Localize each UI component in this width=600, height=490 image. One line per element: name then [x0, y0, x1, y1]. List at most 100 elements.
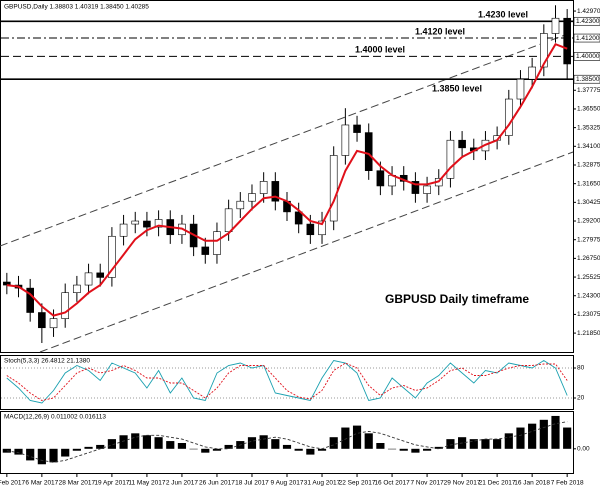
x-tick-label: 16 Jan 2018: [514, 480, 550, 487]
macd-bar: [282, 444, 292, 449]
level-label: 1.3850 level: [432, 84, 482, 94]
y-tick-label: 1.31650: [577, 180, 600, 187]
macd-bar: [504, 433, 513, 449]
candle-body: [108, 235, 116, 278]
macd-bar: [224, 444, 233, 449]
candle-body: [551, 17, 560, 34]
y-tick-label: 1.42970: [577, 8, 600, 15]
y-tick-label: 1.25525: [577, 274, 600, 281]
x-tick-label: 9 Aug 2017: [271, 480, 304, 487]
level-axis-label: 1.42300: [576, 18, 600, 25]
macd-bar: [177, 443, 187, 449]
x-tick-label: 10 Feb 2017: [0, 480, 25, 487]
macd-bar: [446, 439, 455, 449]
level-label: 1.4230 level: [478, 10, 528, 20]
stoch-line: [6, 359, 568, 404]
macd-bar: [399, 448, 408, 451]
x-tick-label: 18 Jul 2017: [235, 480, 269, 487]
macd-tick-label: 0.00: [577, 446, 590, 453]
y-tick-label: 1.23075: [577, 311, 600, 318]
macd-bar: [329, 437, 338, 449]
channel-lower: [39, 151, 574, 353]
macd-bar: [294, 448, 303, 451]
candle-body: [364, 132, 373, 172]
candle-body: [224, 208, 233, 232]
chart-title: GBPUSD,Daily 1.38803 1.40319 1.38450 1.4…: [4, 4, 149, 11]
macd-title: MACD(12,26,9) 0.011002 0.016113: [4, 414, 106, 421]
macd-bar: [119, 435, 128, 449]
level-axis-label: 1.41200: [576, 35, 600, 42]
y-tick-label: 1.30425: [577, 199, 600, 206]
x-tick-label: 29 Nov 2017: [444, 480, 481, 487]
macd-bar: [212, 448, 222, 451]
level-label: 1.4000 level: [355, 45, 405, 55]
macd-bar: [131, 433, 140, 449]
macd-bar: [49, 448, 58, 463]
y-tick-label: 1.29200: [577, 218, 600, 225]
candle-body: [446, 139, 455, 179]
x-tick-label: 19 Apr 2017: [94, 480, 129, 487]
macd-bar: [411, 448, 420, 453]
candle-body: [84, 272, 93, 286]
candle-body: [201, 246, 210, 255]
macd-bar: [72, 448, 81, 451]
candle-body: [259, 181, 268, 194]
macd-bar: [528, 423, 537, 449]
macd-bar: [37, 448, 46, 465]
level-axis-box: [573, 33, 600, 43]
y-tick-label: 1.26750: [577, 255, 600, 262]
macd-bar: [376, 443, 385, 449]
candle-body: [248, 193, 256, 202]
macd-bar: [551, 415, 560, 449]
x-tick-label: 16 Oct 2017: [374, 480, 410, 487]
candle-body: [306, 223, 315, 236]
y-tick-label: 1.24300: [577, 292, 600, 299]
macd-bar: [516, 427, 525, 449]
level-axis-box: [573, 52, 600, 61]
x-tick-label: 28 Mar 2017: [59, 480, 96, 487]
macd-bar: [563, 427, 572, 449]
y-tick-label: 1.21850: [577, 330, 600, 337]
y-tick-label: 1.27975: [577, 236, 600, 243]
macd-bar: [434, 446, 443, 449]
y-tick-label: 1.35325: [577, 124, 600, 131]
candle-body: [504, 98, 513, 136]
macd-bar: [539, 419, 548, 449]
x-tick-label: 11 May 2017: [128, 480, 165, 487]
macd-bar: [154, 437, 163, 449]
macd-bar: [142, 435, 152, 449]
candle-body: [236, 200, 245, 210]
candle-body: [73, 284, 81, 293]
candle-body: [423, 185, 431, 194]
macd-signal: [6, 421, 568, 463]
stoch-title: Stoch(5,3,3) 26.4812 21.1380: [4, 358, 90, 365]
x-tick-label: 2 Jun 2017: [166, 480, 199, 487]
macd-bar: [189, 448, 198, 450]
moving-average: [6, 42, 568, 317]
stoch-tick-label: 20: [577, 395, 585, 402]
candle-body: [61, 292, 70, 319]
candle-body: [271, 181, 280, 202]
candle-body: [329, 155, 338, 222]
macd-bar: [107, 439, 116, 449]
candle-body: [154, 219, 163, 228]
y-tick-label: 1.32875: [577, 162, 600, 169]
y-tick-label: 1.34100: [577, 143, 600, 150]
annotation: GBPUSD Daily timeframe: [385, 292, 529, 306]
candle-body: [119, 223, 128, 237]
candle-body: [528, 66, 536, 80]
candle-body: [213, 231, 221, 255]
level-axis-box: [573, 74, 600, 84]
level-axis-label: 1.38500: [576, 76, 600, 83]
macd-bar: [469, 439, 478, 449]
macd-bar: [271, 439, 280, 449]
macd-bar: [341, 427, 350, 449]
candle-body: [540, 33, 548, 68]
candle-body: [563, 17, 571, 65]
x-tick-label: 7 Feb 2018: [551, 480, 584, 487]
level-axis-label: 1.40000: [576, 53, 600, 60]
candle-body: [411, 181, 420, 194]
macd-bar: [166, 441, 175, 449]
y-tick-label: 1.37775: [577, 87, 600, 94]
candle-body: [376, 170, 385, 187]
